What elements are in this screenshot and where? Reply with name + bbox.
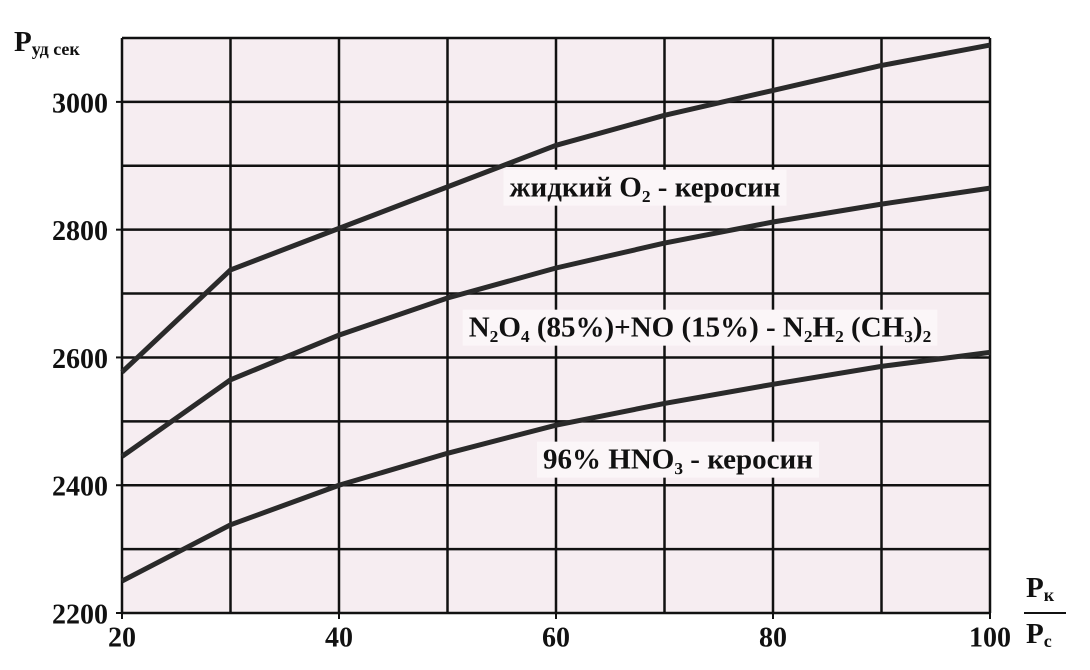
series-label: жидкий O₂ - керосин — [510, 172, 781, 204]
x-axis-label-sub: к — [1044, 585, 1055, 605]
x-tick-label: 20 — [108, 622, 136, 653]
x-tick-label: 100 — [969, 622, 1011, 653]
x-tick-label: 80 — [759, 622, 787, 653]
series-label: N₂O₄ (85%)+NO (15%) - N₂H₂ (CH₃)₂ — [469, 312, 932, 344]
y-axis-label-main: P — [14, 26, 32, 58]
y-tick-label: 3000 — [52, 88, 108, 119]
series-label-background — [462, 309, 938, 346]
series-label-background — [503, 169, 787, 206]
y-tick-label: 2800 — [52, 216, 108, 247]
x-tick-label: 40 — [325, 622, 353, 653]
x-axis-label-sub: с — [1044, 631, 1052, 651]
x-axis-label: Pс — [1026, 618, 1052, 651]
x-axis-label-main: P — [1026, 618, 1044, 650]
line-series — [120, 185, 991, 459]
y-axis-label: Pуд сек — [14, 26, 80, 59]
line-series — [120, 42, 991, 374]
y-tick-label: 2400 — [52, 472, 108, 503]
y-tick-label: 2600 — [52, 344, 108, 375]
x-axis-label: Pк — [1026, 572, 1055, 605]
x-tick-label: 60 — [542, 622, 570, 653]
x-axis-label-main: P — [1026, 572, 1044, 604]
y-axis-label-sub: уд сек — [32, 39, 81, 59]
series-label-background — [537, 441, 819, 478]
series-label: 96% HNO₃ - керосин — [543, 444, 813, 476]
line-series — [120, 349, 991, 584]
y-tick-label: 2200 — [52, 599, 108, 630]
